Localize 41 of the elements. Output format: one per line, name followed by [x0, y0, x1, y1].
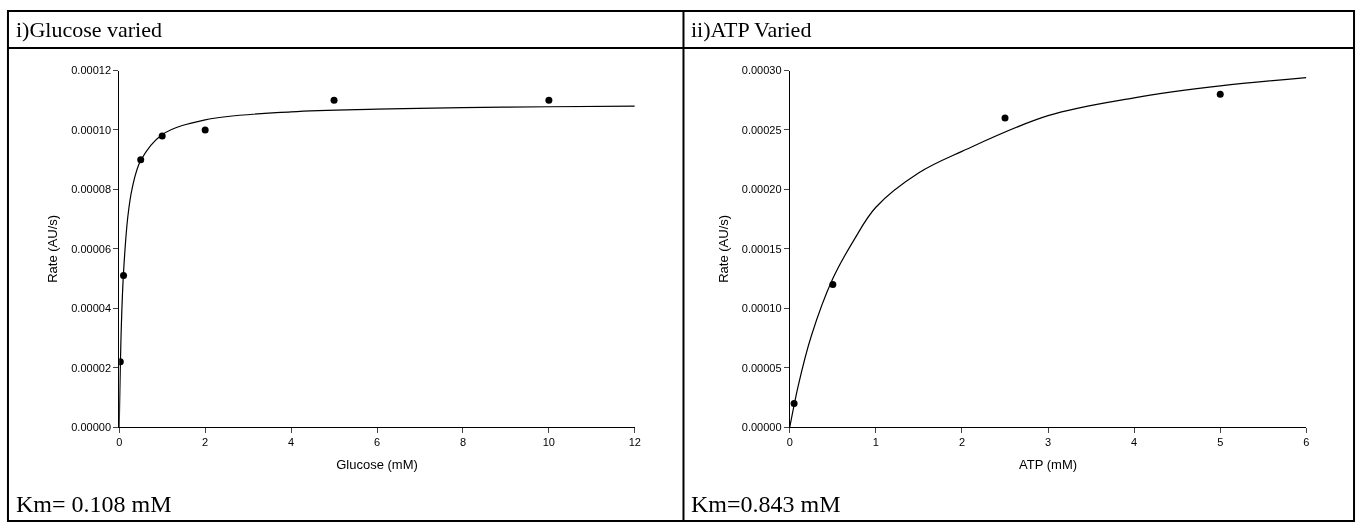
point	[1216, 90, 1224, 98]
y-tick-label: 0.00004	[71, 302, 112, 315]
y-tick-label: 0.00015	[741, 242, 782, 255]
x-tick-label: 2	[958, 436, 966, 449]
x-tick-label: 4	[288, 436, 295, 449]
point	[545, 96, 553, 104]
x-axis-title: Glucose (mM)	[336, 457, 418, 473]
x-tick-label: 12	[628, 436, 641, 449]
x-tick-label: 10	[542, 436, 555, 449]
x-tick-label: 5	[1217, 436, 1224, 449]
x-tick-label: 6	[373, 436, 381, 449]
x-tick-label: 6	[1303, 436, 1310, 449]
y-tick-label: 0.00012	[71, 64, 112, 77]
x-tick-label: 2	[202, 436, 209, 449]
y-axis-title: Rate (AU/s)	[715, 214, 731, 283]
x-tick-label: 0	[786, 436, 793, 449]
y-tick-label: 0.00010	[71, 123, 112, 136]
x-tick-label: 8	[459, 436, 467, 449]
chart-title: ii)ATP Varied	[691, 17, 812, 42]
x-tick-label: 1	[872, 436, 879, 449]
point	[201, 126, 209, 134]
x-tick-label: 3	[1044, 436, 1052, 449]
y-tick-label: 0.00030	[741, 64, 782, 77]
chart-title: i)Glucose varied	[16, 17, 162, 42]
y-axis-title: Rate (AU/s)	[45, 214, 61, 283]
y-tick-label: 0.00010	[741, 302, 782, 315]
y-tick-label: 0.00000	[741, 421, 782, 434]
y-tick-label: 0.00006	[71, 242, 112, 255]
y-tick-label: 0.00025	[741, 123, 782, 136]
point	[1001, 114, 1009, 122]
x-axis-title: ATP (mM)	[1019, 457, 1078, 473]
y-tick-label: 0.00005	[741, 361, 782, 374]
x-tick-label: 0	[116, 436, 123, 449]
y-tick-label: 0.00008	[71, 183, 112, 196]
text: Km= 0.108 mM	[16, 491, 172, 517]
point	[330, 96, 338, 104]
y-tick-label: 0.00020	[741, 183, 782, 196]
text: Km=0.843 mM	[691, 491, 841, 517]
y-tick-label: 0.00000	[71, 421, 112, 434]
x-tick-label: 4	[1131, 436, 1138, 449]
y-tick-label: 0.00002	[71, 361, 112, 374]
